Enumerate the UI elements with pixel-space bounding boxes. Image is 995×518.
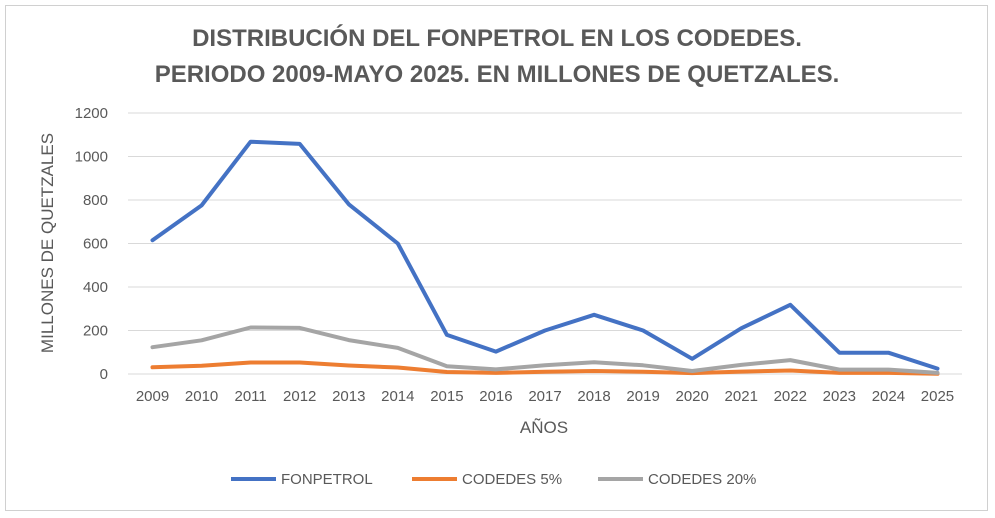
y-axis-ticks: 0 200 400 600 800 1000 1200 — [75, 105, 108, 383]
x-tick-label: 2018 — [577, 388, 610, 405]
x-tick-label: 2025 — [921, 388, 954, 405]
y-tick-label: 600 — [83, 236, 108, 253]
y-tick-label: 200 — [83, 323, 108, 340]
x-tick-label: 2022 — [774, 388, 807, 405]
x-tick-label: 2019 — [626, 388, 659, 405]
chart-title-line-1: DISTRIBUCIÓN DEL FONPETROL EN LOS CODEDE… — [192, 24, 802, 52]
chart-title-line-2: PERIODO 2009-MAYO 2025. EN MILLONES DE Q… — [155, 61, 840, 88]
x-tick-label: 2020 — [675, 388, 708, 405]
legend: FONPETROL CODEDES 5% CODEDES 20% — [231, 471, 756, 488]
x-tick-label: 2021 — [725, 388, 758, 405]
x-tick-label: 2016 — [479, 388, 512, 405]
chart-frame — [5, 5, 988, 511]
legend-label: CODEDES 20% — [648, 471, 756, 488]
legend-label: CODEDES 5% — [462, 471, 562, 488]
series-line-2 — [150, 360, 940, 376]
y-tick-label: 1000 — [75, 149, 108, 166]
y-tick-label: 800 — [83, 192, 108, 209]
y-tick-label: 0 — [100, 366, 108, 383]
x-tick-label: 2015 — [430, 388, 463, 405]
legend-label: FONPETROL — [281, 471, 373, 488]
x-tick-label: 2023 — [823, 388, 856, 405]
y-axis-title: MILLONES DE QUETZALES — [38, 133, 57, 353]
x-tick-label: 2024 — [872, 388, 905, 405]
series-line-3 — [150, 325, 940, 375]
series-lines — [150, 139, 940, 376]
x-axis-title: AÑOS — [520, 418, 568, 437]
x-tick-label: 2009 — [136, 388, 169, 405]
x-tick-label: 2014 — [381, 388, 414, 405]
x-tick-label: 2012 — [283, 388, 316, 405]
x-tick-label: 2013 — [332, 388, 365, 405]
gridlines — [128, 112, 962, 375]
x-tick-label: 2011 — [235, 388, 267, 405]
series-line-1 — [150, 139, 940, 371]
x-tick-label: 2010 — [185, 388, 218, 405]
x-axis-ticks: 2009 2010 2011 2012 2013 2014 2015 2016 2017 2018… — [136, 388, 954, 405]
y-tick-label: 1200 — [75, 105, 108, 122]
y-tick-label: 400 — [83, 279, 108, 296]
x-tick-label: 2017 — [528, 388, 561, 405]
